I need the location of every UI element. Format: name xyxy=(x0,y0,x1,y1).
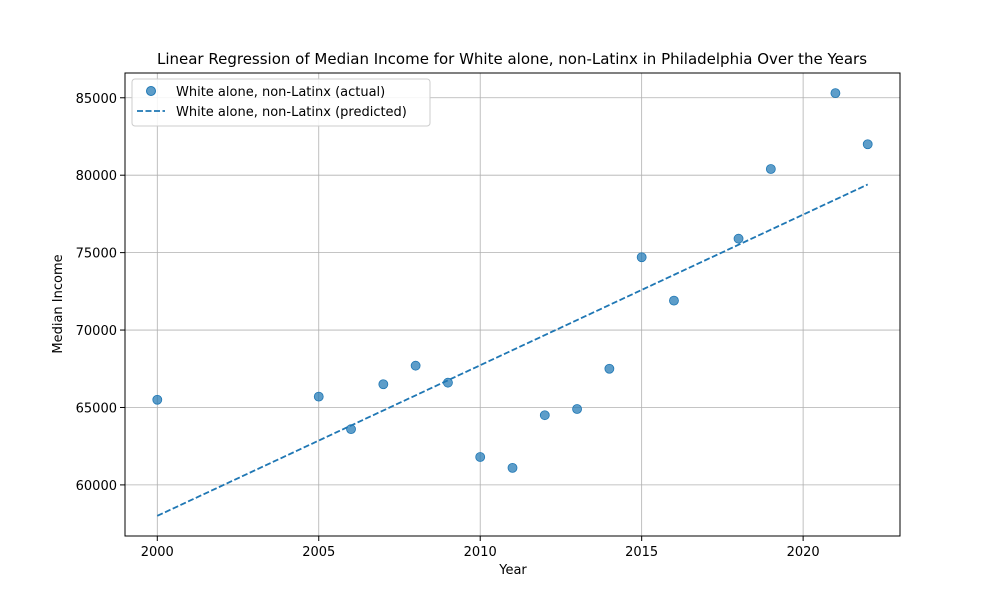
x-tick-label: 2000 xyxy=(141,545,174,560)
x-tick-label: 2010 xyxy=(464,545,497,560)
y-tick-label: 85000 xyxy=(76,92,117,107)
data-point xyxy=(152,394,163,405)
y-tick-label: 80000 xyxy=(76,169,117,184)
legend-box xyxy=(131,78,431,127)
legend-label-actual: White alone, non-Latinx (actual) xyxy=(176,85,385,100)
y-tick-label: 60000 xyxy=(76,479,117,494)
data-point xyxy=(862,139,873,150)
x-axis-label: Year xyxy=(498,563,527,578)
y-axis-ticks: 60000 65000 70000 75000 80000 85000 xyxy=(76,92,125,494)
x-tick-label: 2005 xyxy=(302,545,335,560)
data-point xyxy=(346,424,356,435)
chart-title: Linear Regression of Median Income for W… xyxy=(157,50,867,68)
data-point xyxy=(475,452,486,462)
data-point xyxy=(733,233,744,244)
y-tick-label: 65000 xyxy=(76,401,117,416)
legend-marker-actual xyxy=(146,86,156,96)
data-point xyxy=(604,363,615,374)
data-point xyxy=(572,404,582,414)
data-point xyxy=(830,88,841,99)
data-point xyxy=(378,379,389,390)
data-point xyxy=(539,410,550,421)
data-point xyxy=(636,252,647,263)
legend: White alone, non-Latinx (actual) White a… xyxy=(131,78,431,127)
regression-line xyxy=(156,183,869,517)
regression-line-layer xyxy=(156,183,869,517)
grid-lines xyxy=(125,73,900,536)
y-tick-label: 70000 xyxy=(76,324,117,339)
data-point xyxy=(669,295,679,306)
data-point xyxy=(410,360,421,371)
x-tick-label: 2020 xyxy=(787,545,820,560)
data-point xyxy=(765,164,776,174)
y-tick-label: 75000 xyxy=(76,247,117,262)
scatter-points xyxy=(152,88,873,473)
data-point xyxy=(507,462,518,473)
legend-label-predicted: White alone, non-Latinx (predicted) xyxy=(176,105,407,120)
data-point xyxy=(443,377,453,388)
y-axis-label: Median Income xyxy=(51,254,66,353)
plot-frame xyxy=(124,72,901,537)
data-point xyxy=(313,391,324,402)
x-axis-ticks: 2000 2005 2010 2015 2020 xyxy=(141,536,820,560)
x-tick-label: 2015 xyxy=(625,545,658,560)
